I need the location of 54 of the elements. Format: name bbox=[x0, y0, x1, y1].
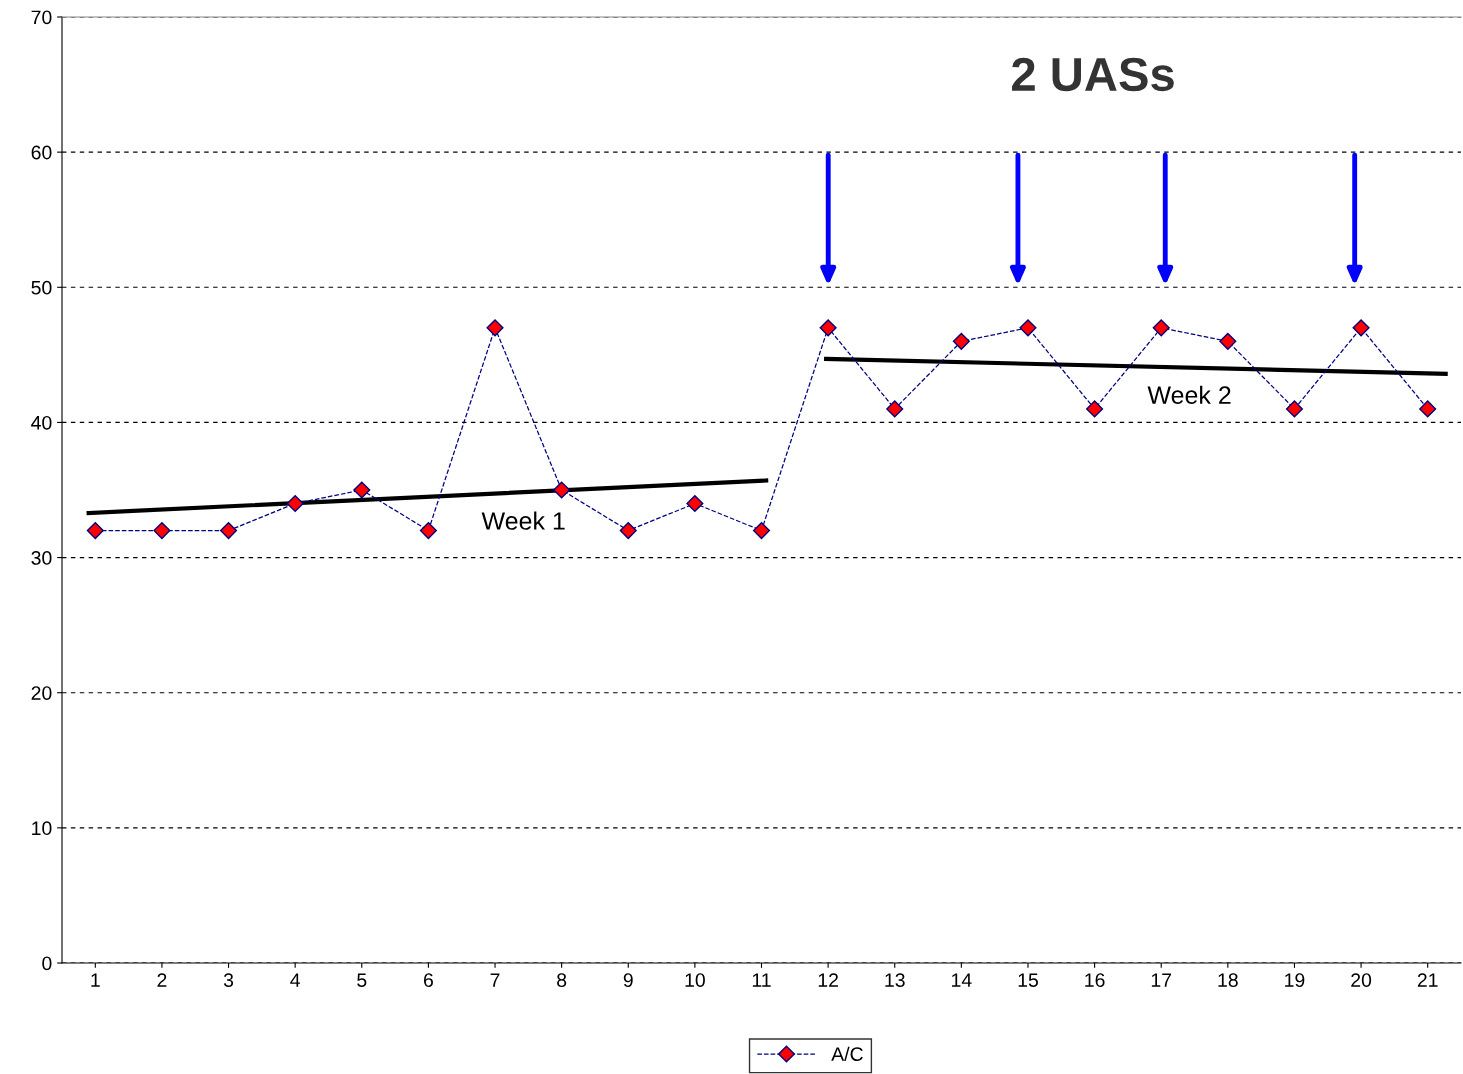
x-tick-label: 19 bbox=[1285, 973, 1305, 987]
x-tick-label: 8 bbox=[557, 973, 567, 987]
y-tick-label: 50 bbox=[31, 280, 52, 295]
point bbox=[1019, 319, 1037, 337]
y-tick-label: 70 bbox=[31, 10, 52, 25]
point bbox=[1285, 400, 1304, 418]
point bbox=[619, 521, 637, 540]
legend-label: A/C bbox=[831, 1046, 863, 1061]
x-tick-label: 18 bbox=[1218, 973, 1238, 987]
x-tick-label: 3 bbox=[223, 973, 234, 987]
point bbox=[219, 521, 238, 540]
x-tick-label: 20 bbox=[1351, 973, 1372, 987]
y-tick-label: 60 bbox=[31, 145, 52, 160]
y-tick-label: 30 bbox=[31, 551, 52, 565]
x-tick-label: 13 bbox=[885, 973, 905, 987]
y-tick-label: 20 bbox=[31, 686, 52, 700]
point bbox=[819, 319, 837, 337]
x-tick-label: 5 bbox=[357, 973, 367, 987]
annotation: Week 1 bbox=[481, 511, 565, 530]
y-tick-label: 0 bbox=[42, 956, 52, 971]
x-tick-label: 7 bbox=[490, 973, 500, 987]
annotation: 2 UASs bbox=[1012, 57, 1174, 92]
point bbox=[1219, 332, 1237, 350]
point bbox=[1352, 319, 1370, 337]
x-tick-label: 11 bbox=[752, 973, 771, 987]
x-tick-label: 1 bbox=[91, 973, 100, 987]
annotation: Week 2 bbox=[1147, 385, 1231, 404]
y-tick-label: 40 bbox=[31, 415, 52, 430]
point bbox=[419, 521, 437, 540]
x-tick-label: 4 bbox=[290, 973, 301, 987]
x-tick-label: 9 bbox=[623, 973, 633, 987]
x-tick-label: 14 bbox=[952, 973, 972, 987]
x-tick-label: 2 bbox=[157, 973, 167, 987]
x-tick-label: 10 bbox=[685, 973, 705, 987]
x-tick-label: 6 bbox=[423, 973, 433, 987]
point bbox=[686, 494, 704, 513]
point bbox=[486, 319, 504, 337]
point bbox=[353, 481, 371, 499]
point bbox=[1086, 400, 1104, 418]
x-tick-label: 17 bbox=[1151, 973, 1172, 987]
x-tick-label: 12 bbox=[818, 973, 838, 987]
x-tick-label: 16 bbox=[1085, 973, 1105, 987]
y-tick-label: 10 bbox=[32, 821, 52, 836]
x-tick-label: 15 bbox=[1018, 973, 1038, 987]
point bbox=[153, 521, 171, 540]
point bbox=[1152, 319, 1170, 337]
point bbox=[1419, 400, 1437, 418]
point bbox=[86, 521, 104, 540]
point bbox=[553, 481, 571, 499]
x-tick-label: 21 bbox=[1417, 973, 1438, 987]
point bbox=[752, 521, 771, 540]
point bbox=[952, 332, 970, 350]
point bbox=[286, 494, 304, 513]
point bbox=[886, 400, 904, 418]
